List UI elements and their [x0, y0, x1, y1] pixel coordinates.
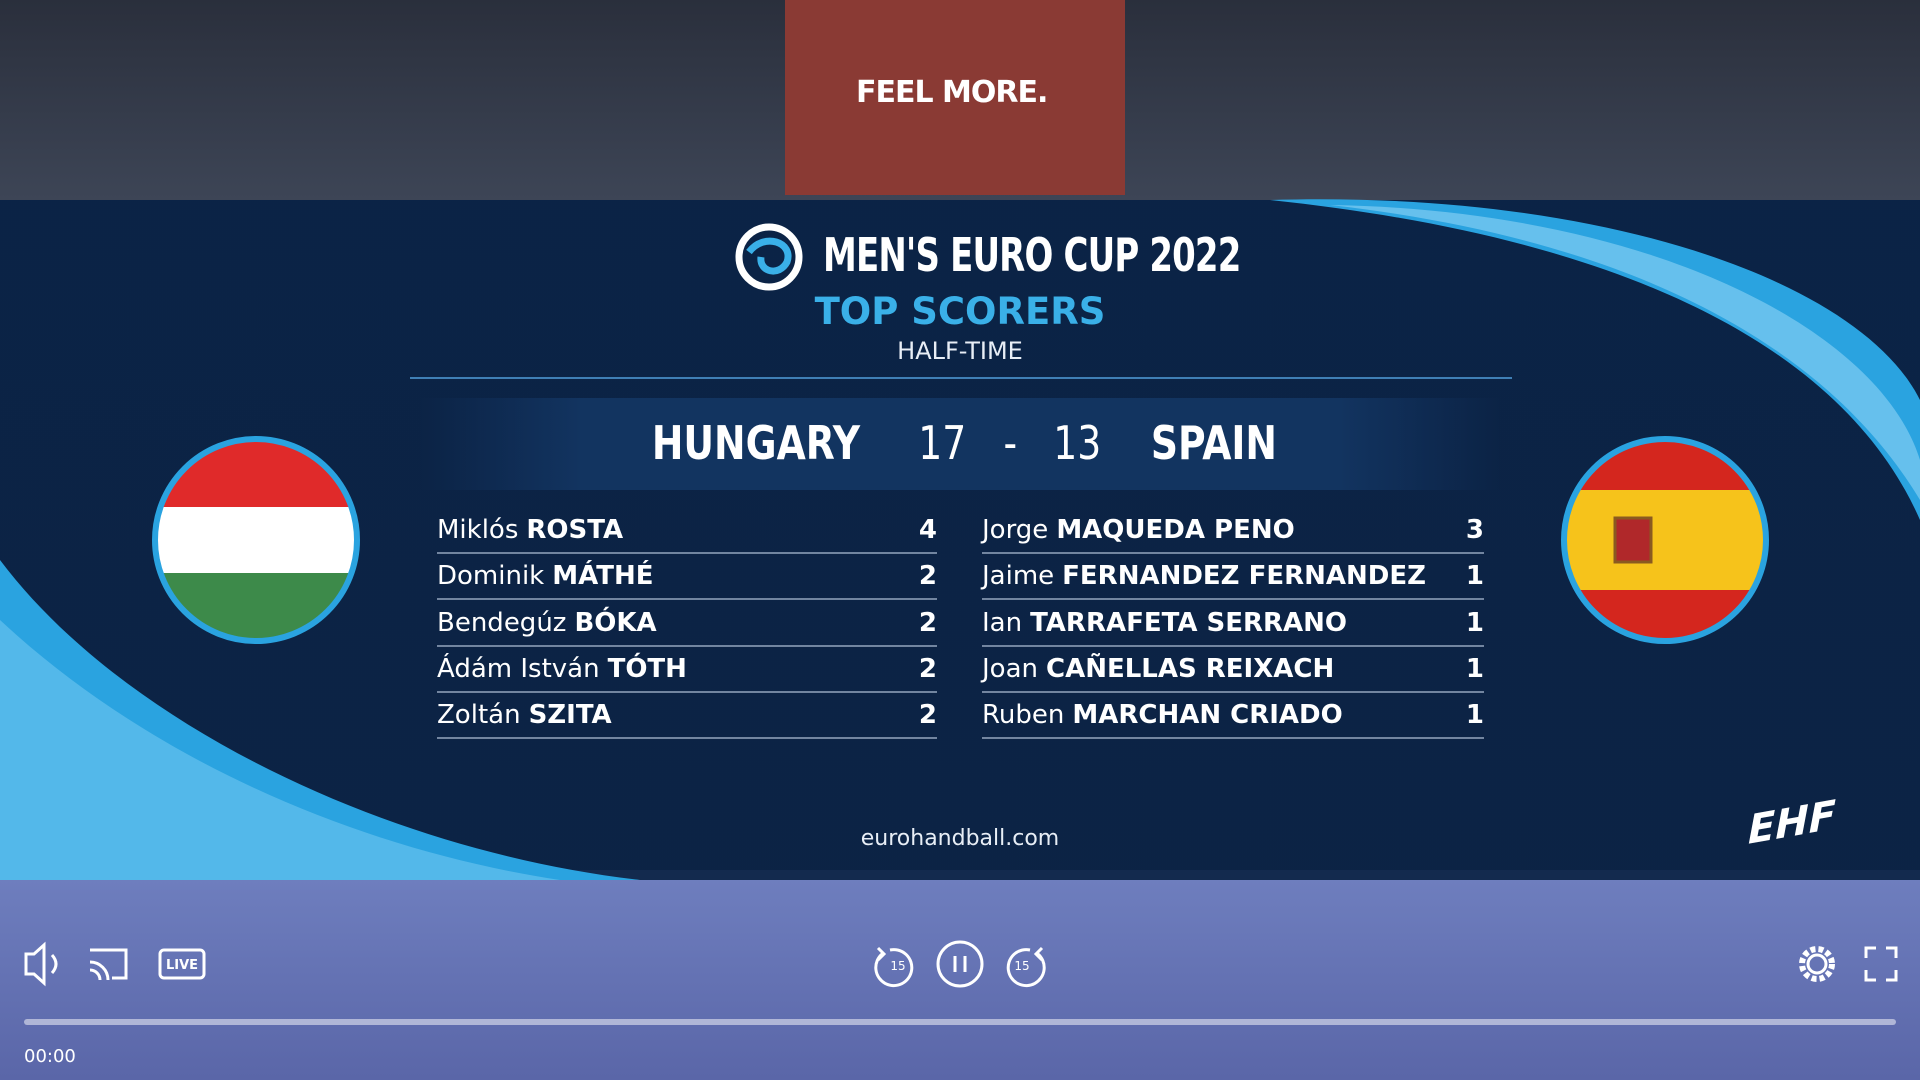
- first-name: Jaime: [982, 561, 1055, 592]
- last-name: TÓTH: [607, 653, 687, 684]
- scoreline: HUNGARY 17 - 13 SPAIN: [420, 416, 1500, 470]
- subtitle: TOP SCORERS: [814, 290, 1106, 333]
- first-name: Joan: [982, 653, 1038, 684]
- title: MEN'S EURO CUP 2022: [823, 228, 1241, 282]
- first-name: Ádám István: [437, 653, 600, 684]
- goals: 4: [918, 515, 937, 545]
- first-name: Zoltán: [437, 700, 521, 731]
- scorer-row: Ádám István TÓTH 2: [437, 647, 937, 693]
- goals: 1: [1465, 561, 1484, 592]
- rewind-button[interactable]: 15: [890, 959, 905, 973]
- goals: 1: [1465, 700, 1484, 731]
- last-name: BÓKA: [574, 607, 657, 638]
- last-name: TARRAFETA SERRANO: [1030, 607, 1348, 638]
- screen-text: FEEL MORE.: [856, 75, 1048, 110]
- live-button[interactable]: LIVE: [166, 958, 198, 973]
- away-team: SPAIN: [1150, 416, 1277, 470]
- last-name: CAÑELLAS REIXACH: [1046, 653, 1335, 684]
- scorer-row: Jorge MAQUEDA PENO 3: [982, 508, 1484, 554]
- away-score: 13: [1053, 416, 1102, 470]
- last-name: MÁTHÉ: [552, 561, 654, 592]
- scorer-row: Miklós ROSTA 4: [437, 508, 937, 554]
- time: 00:00: [24, 1046, 76, 1067]
- last-name: MARCHAN CRIADO: [1072, 700, 1343, 731]
- goals: 1: [1465, 607, 1484, 638]
- last-name: ROSTA: [526, 515, 624, 545]
- scorer-row: Dominik MÁTHÉ 2: [437, 554, 937, 601]
- goals: 2: [918, 607, 937, 638]
- score-separator: -: [1003, 416, 1017, 470]
- first-name: Ruben: [982, 700, 1065, 731]
- goals: 3: [1465, 515, 1484, 545]
- last-name: SZITA: [528, 700, 612, 731]
- last-name: MAQUEDA PENO: [1056, 515, 1295, 545]
- scorer-row: Ruben MARCHAN CRIADO 1: [982, 693, 1484, 740]
- goals: 2: [918, 561, 937, 592]
- last-name: FERNANDEZ FERNANDEZ: [1062, 561, 1426, 592]
- scorer-row: Zoltán SZITA 2: [437, 693, 937, 740]
- first-name: Jorge: [982, 515, 1049, 545]
- first-name: Dominik: [437, 561, 545, 592]
- scorer-row: Jaime FERNANDEZ FERNANDEZ 1: [982, 554, 1484, 601]
- scorer-row: Ian TARRAFETA SERRANO 1: [982, 601, 1484, 647]
- forward-button[interactable]: 15: [1014, 959, 1029, 973]
- goals: 2: [918, 653, 937, 684]
- scorer-row: Bendegúz BÓKA 2: [437, 601, 937, 647]
- goals: 1: [1465, 653, 1484, 684]
- phase: HALF-TIME: [897, 337, 1023, 365]
- goals: 2: [918, 700, 937, 731]
- home-score: 17: [918, 416, 967, 470]
- website: eurohandball.com: [860, 826, 1060, 851]
- first-name: Miklós: [437, 515, 519, 545]
- first-name: Bendegúz: [437, 607, 567, 638]
- scorer-row: Joan CAÑELLAS REIXACH 1: [982, 647, 1484, 693]
- home-team: HUNGARY: [652, 416, 861, 470]
- first-name: Ian: [982, 607, 1023, 638]
